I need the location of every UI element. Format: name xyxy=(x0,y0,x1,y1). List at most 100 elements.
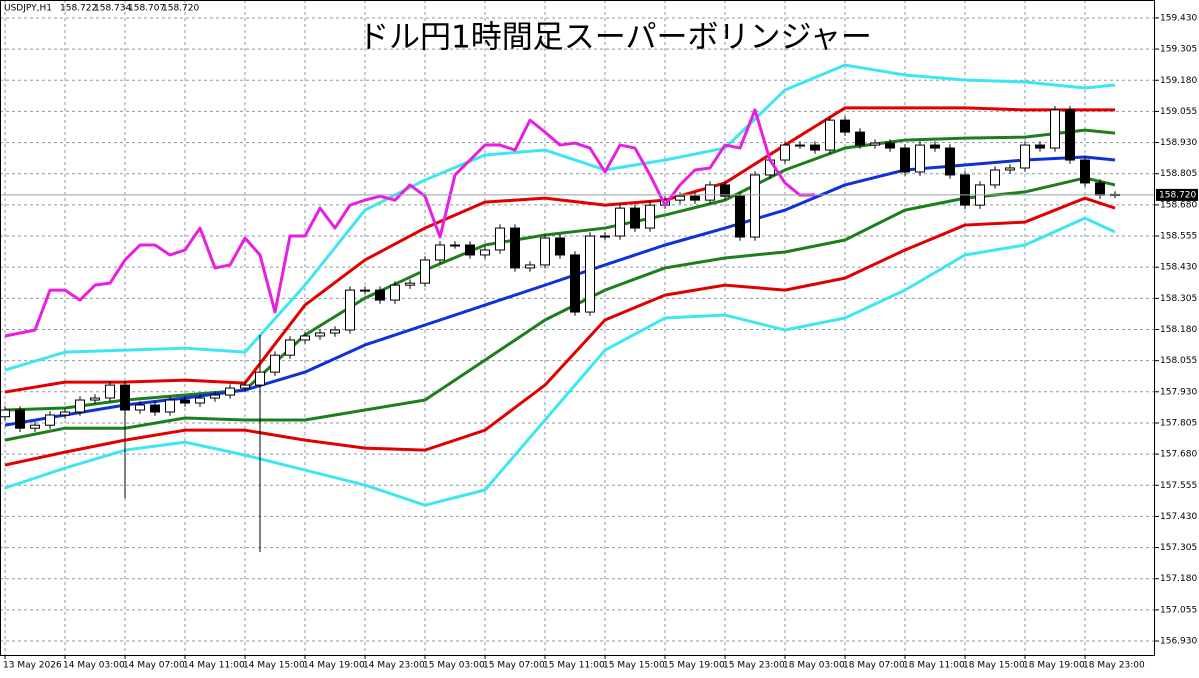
y-tick-label: 157.180 xyxy=(1160,574,1197,584)
candle-body xyxy=(195,397,205,404)
candle-body xyxy=(930,144,940,149)
y-tick-label: 157.055 xyxy=(1160,605,1197,615)
candle-body xyxy=(630,207,640,229)
candle-body xyxy=(30,424,40,429)
candle-body xyxy=(270,354,280,373)
x-tick-label: 15 May 23:00 xyxy=(723,661,785,671)
plot-frame xyxy=(0,0,1155,656)
candle-body xyxy=(315,332,325,337)
candle-body xyxy=(45,414,55,426)
candle-body xyxy=(555,237,565,256)
candle-body xyxy=(105,384,115,399)
candle-body xyxy=(525,264,535,269)
x-tick-label: 14 May 03:00 xyxy=(63,661,125,671)
candle-body xyxy=(90,397,100,401)
candle-body xyxy=(735,195,745,238)
y-tick-label: 157.430 xyxy=(1160,512,1197,522)
band-line xyxy=(4,63,1116,372)
candle-body xyxy=(345,289,355,331)
candle-body xyxy=(1050,109,1060,149)
x-tick-label: 15 May 19:00 xyxy=(663,661,725,671)
y-tick-label: 158.555 xyxy=(1160,232,1197,242)
band-line xyxy=(4,128,1116,412)
y-tick-label: 157.805 xyxy=(1160,418,1197,428)
candle-body xyxy=(480,249,490,256)
candle-body xyxy=(1080,159,1090,184)
candle-body xyxy=(840,119,850,133)
candle-body xyxy=(690,195,700,201)
y-tick-label: 159.055 xyxy=(1160,107,1197,117)
candle-body xyxy=(300,335,310,341)
y-tick-label: 158.055 xyxy=(1160,356,1197,366)
band-line xyxy=(4,106,1115,394)
candle-body xyxy=(150,404,160,413)
candle-body xyxy=(1005,167,1015,171)
y-tick-label: 157.555 xyxy=(1160,481,1197,491)
band-layer xyxy=(4,63,1116,507)
x-tick-label: 18 May 03:00 xyxy=(783,661,845,671)
candle-body xyxy=(450,244,460,247)
y-tick-label: 157.930 xyxy=(1160,387,1197,397)
candle-body xyxy=(945,147,955,176)
axis-layer: 159.430 159.305 159.180 159.055 158.930 158.8… xyxy=(0,13,1198,671)
candle-body xyxy=(675,195,685,201)
candle-body xyxy=(165,399,175,413)
candle-body xyxy=(585,235,595,313)
y-tick-label: 159.430 xyxy=(1160,13,1197,23)
candle-body xyxy=(795,144,805,147)
band-line xyxy=(4,216,1116,507)
ohlc-label: 158.734 xyxy=(94,4,131,14)
current-price-label: 158.720 xyxy=(1159,190,1196,200)
candle-body xyxy=(240,384,250,389)
x-tick-label: 15 May 11:00 xyxy=(543,661,605,671)
ohlc-label: 158.707 xyxy=(128,4,165,14)
candle-body xyxy=(360,289,370,292)
candle-body xyxy=(255,371,265,386)
y-tick-label: 157.305 xyxy=(1160,543,1197,553)
y-tick-label: 157.680 xyxy=(1160,450,1197,460)
current-price-box xyxy=(1156,188,1198,201)
candle-body xyxy=(285,339,295,356)
candle-body xyxy=(0,409,10,418)
x-tick-label: 18 May 19:00 xyxy=(1023,661,1085,671)
candle-body xyxy=(615,207,625,237)
chart-title: ドル円1時間足スーパーボリンジャー xyxy=(358,20,872,56)
x-tick-label: 15 May 15:00 xyxy=(603,661,665,671)
ohlc-label: 158.720 xyxy=(162,4,199,14)
y-tick-label: 158.805 xyxy=(1160,169,1197,179)
candle-body xyxy=(420,259,430,284)
lagging-line xyxy=(4,108,816,338)
y-tick-label: 158.930 xyxy=(1160,138,1197,148)
candle-body xyxy=(870,142,880,146)
x-tick-label: 14 May 07:00 xyxy=(123,661,185,671)
candle-body xyxy=(720,184,730,197)
candle-body xyxy=(990,169,1000,186)
grid-layer xyxy=(0,0,1155,655)
candle-body xyxy=(120,384,130,411)
candle-body xyxy=(1020,144,1030,169)
candle-body xyxy=(1065,109,1075,161)
candle-body xyxy=(435,244,445,261)
lagging-layer xyxy=(4,108,816,338)
y-tick-label: 158.680 xyxy=(1160,200,1197,210)
candle-body xyxy=(510,227,520,269)
x-tick-label: 13 May 2026 xyxy=(3,661,62,671)
candle-layer xyxy=(0,106,1120,553)
candle-body xyxy=(390,284,400,301)
x-tick-label: 14 May 23:00 xyxy=(363,661,425,671)
x-tick-label: 18 May 11:00 xyxy=(903,661,965,671)
candle-body xyxy=(15,409,25,429)
x-tick-label: 18 May 15:00 xyxy=(963,661,1025,671)
x-tick-label: 14 May 19:00 xyxy=(303,661,365,671)
y-tick-label: 159.305 xyxy=(1160,45,1197,55)
x-tick-label: 14 May 15:00 xyxy=(243,661,305,671)
candle-body xyxy=(855,131,865,146)
x-tick-label: 18 May 07:00 xyxy=(843,661,905,671)
x-tick-label: 15 May 07:00 xyxy=(483,661,545,671)
y-tick-label: 159.180 xyxy=(1160,76,1197,86)
candle-body xyxy=(885,142,895,149)
candle-body xyxy=(405,282,415,286)
